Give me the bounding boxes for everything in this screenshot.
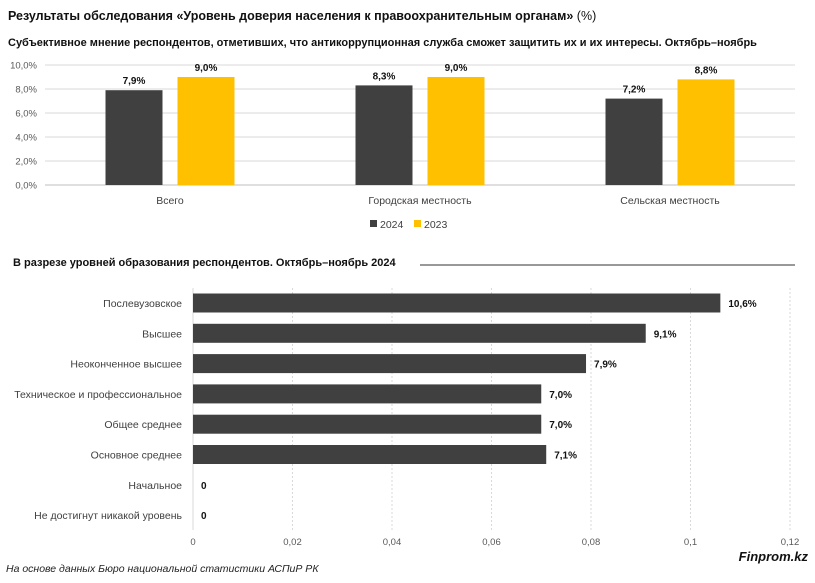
chart2-svg: 0 0,02 0,04 0,06 0,08 0,1 0,12 10,6% Послевузовс… [14,264,800,548]
x-tick-label: 0 [190,537,195,548]
data-label: 7,0% [549,390,572,401]
bar [193,384,542,404]
x-tick-label: Всего [156,195,184,207]
bar [193,293,721,313]
bar-2023 [177,77,235,185]
y-tick-label: 6,0% [15,109,37,120]
bar-2023 [677,79,735,185]
data-label: 9,0% [445,63,468,74]
data-label: 7,2% [623,85,646,96]
footer-source: На основе данных Бюро национальной стати… [6,563,319,575]
y-category-label: Послевузовское [103,298,182,310]
y-tick-label: 2,0% [15,157,37,168]
bar-2024 [105,90,163,185]
y-category-label: Общее среднее [104,419,182,431]
data-label: 9,1% [654,329,677,340]
chart1-svg: 0,0% 2,0% 4,0% 6,0% 8,0% 10,0% 7,9% 9,0% Всего 8,… [10,61,795,231]
legend-label: 2023 [424,219,448,231]
y-tick-label: 0,0% [15,181,37,192]
title-unit: (%) [576,9,597,23]
x-tick-label: Сельская местность [620,195,720,207]
chart1-title: Субъективное мнение респондентов, отмети… [8,37,757,49]
page-title: Результаты обследования «Уровень доверия… [8,9,596,23]
data-label: 0 [201,511,207,522]
x-tick-label: 0,04 [383,537,402,548]
y-category-label: Неоконченное высшее [70,359,182,371]
x-tick-label: Городская местность [368,195,472,207]
legend-label: 2024 [380,219,404,231]
legend-swatch-2024 [370,220,377,227]
bar [193,414,542,434]
chart2-title: В разрезе уровней образования респондент… [13,257,396,269]
y-category-label: Высшее [142,328,182,340]
y-tick-label: 4,0% [15,133,37,144]
x-tick-label: 0,06 [482,537,501,548]
data-label: 7,9% [594,360,617,371]
x-tick-label: 0,1 [684,537,697,548]
data-label: 7,0% [549,420,572,431]
y-category-label: Основное среднее [91,450,182,462]
y-category-label: Не достигнут никакой уровень [34,510,182,522]
y-category-label: Техническое и профессиональное [14,389,182,401]
data-label: 0 [201,481,207,492]
y-tick-label: 8,0% [15,85,37,96]
x-tick-label: 0,02 [283,537,302,548]
data-label: 8,8% [695,65,718,76]
x-tick-label: 0,08 [582,537,601,548]
legend-swatch-2023 [414,220,421,227]
brand-logo: Finprom.kz [738,549,808,564]
data-label: 7,9% [123,76,146,87]
data-label: 8,3% [373,71,396,82]
bar [193,354,587,374]
data-label: 10,6% [728,299,756,310]
title-text: Результаты обследования «Уровень доверия… [8,9,574,23]
data-label: 7,1% [554,451,577,462]
y-category-label: Начальное [128,480,182,492]
data-label: 9,0% [195,63,218,74]
x-tick-label: 0,12 [781,537,800,548]
y-tick-label: 10,0% [10,61,37,72]
bar [193,445,547,464]
bar-2024 [355,85,413,185]
bar [193,323,646,343]
bar-2024 [605,98,663,185]
bar-2023 [427,77,485,185]
